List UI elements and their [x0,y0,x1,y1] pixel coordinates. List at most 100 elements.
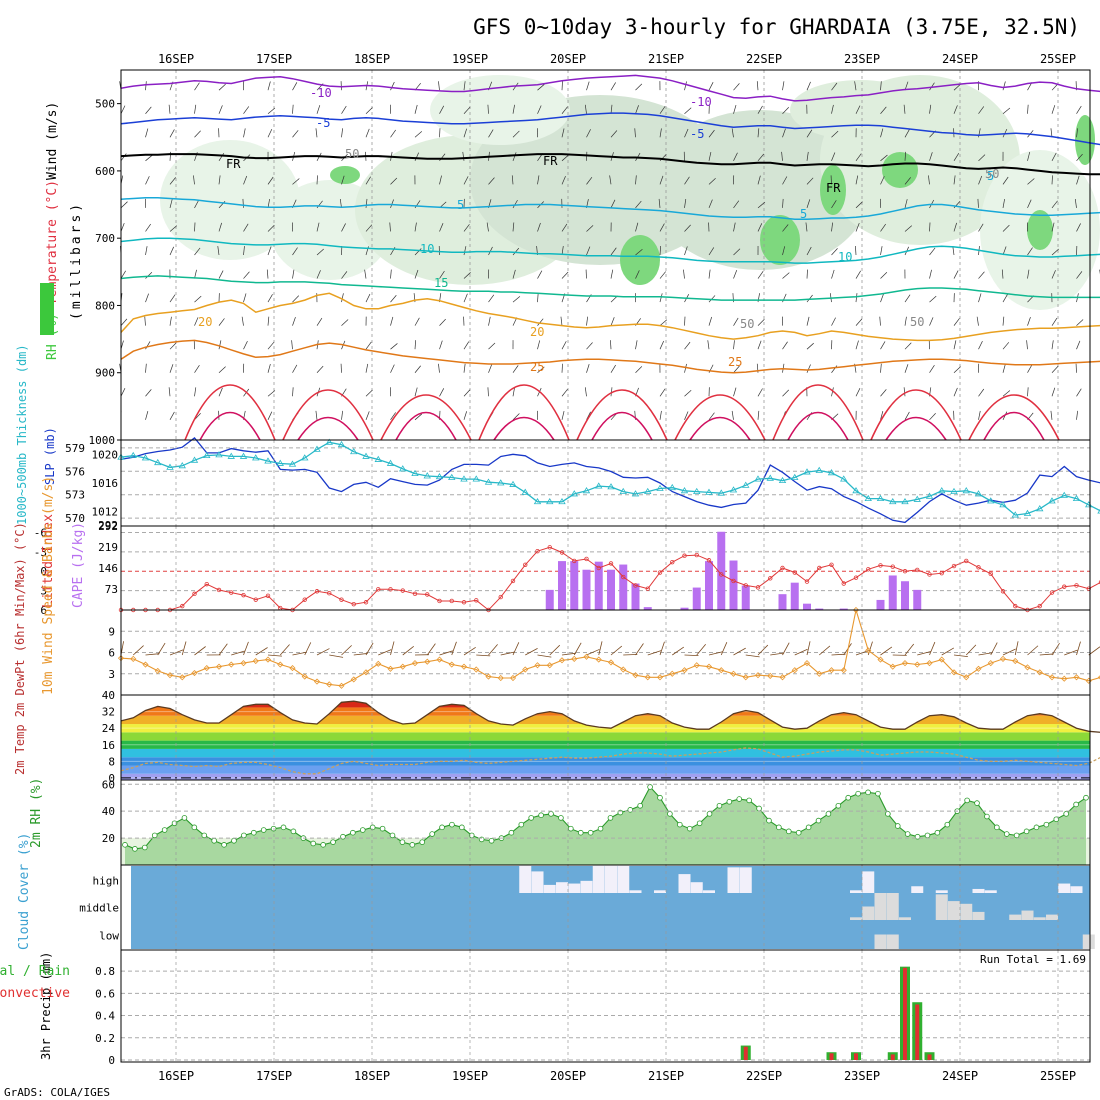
wind-barb [1076,175,1080,185]
wind10-point [950,669,958,676]
thick-ylabel: 1000~500mb Thickness (dm) [15,344,29,525]
wind-barb [757,153,765,162]
wind-barb [904,316,907,326]
wind-barb [488,129,494,138]
wind-barb [145,411,149,420]
li-point [216,587,222,593]
wind-barb [953,222,958,232]
wind-barb [537,340,541,350]
wind-barb [806,316,810,326]
thickness-point [386,459,395,466]
wind10-barb [365,642,374,656]
li-point [584,556,589,562]
wind10-point [987,660,994,667]
wind-barb [610,104,613,114]
rh2m-point [221,842,227,848]
cloud-bar-high [1058,883,1071,893]
wind-barb [341,223,346,232]
li-point [596,565,601,571]
contour-label: 15 [434,276,448,290]
wind-barb [659,340,665,350]
wind-barb [1076,319,1084,326]
wind10-point [154,667,161,674]
wind-barb [561,106,568,114]
wind-barb [561,154,569,162]
contour-label: FR [226,157,241,171]
wind-barb [488,342,496,350]
wind-barb [880,246,883,256]
wind-barb [929,152,933,161]
rh-ytick-0: 20 [102,832,115,845]
li-point [1049,590,1055,595]
wind-barb [757,410,760,420]
wind-barb [976,316,979,326]
cloud-bar-low [874,934,887,949]
li-point [339,597,344,602]
cape-ylabel: CAPE (J/kg) [71,522,86,608]
wind-barb [291,340,293,350]
wind-barb [659,271,666,279]
contour-label: 50 [910,315,924,329]
cloud-bar-high [1070,886,1083,893]
li-point [1037,603,1042,609]
wind-barb [634,128,636,138]
li-point [327,591,332,596]
wind-barb [145,293,149,303]
wind-barb [512,413,520,421]
wind-barb [978,106,985,114]
thickness-point [974,490,983,497]
wind-barb [414,152,420,161]
thickness-point [913,495,921,502]
wind-barb [1076,105,1082,114]
wind10-barb [378,649,392,656]
wind-barb [218,366,226,373]
li-point [841,581,846,586]
wind-barb [806,81,811,91]
rh2m-point [875,790,881,797]
thickness-point [239,452,248,459]
rh2m-point [1073,801,1079,808]
wind10-barb [218,643,228,656]
rh-ytick-1: 40 [102,805,115,818]
wind-barb [953,175,956,185]
cape-bar [594,561,603,610]
wind-barb [316,222,320,232]
rh2m-point [845,794,852,801]
wind10-point [999,655,1007,662]
wind-barb [463,293,468,303]
date-top-18SEP: 18SEP [354,52,390,66]
wind-barb [120,222,125,232]
cloud-bar-high [629,890,642,893]
wind-barb [855,105,861,114]
li-point [829,562,834,567]
rh2m-area [125,786,1086,865]
wind-barb [586,129,591,138]
temp-ylabel: 2m Temp 2m DewPt (6hr Min/Max) (°C) [13,522,27,775]
wind-barb [1051,222,1055,232]
slp-bottom-tick: 292 [98,519,118,532]
cape-bar [913,589,922,610]
wind-barb [903,104,906,114]
temp-contour--5 [120,112,1100,146]
wind-barb [584,104,587,114]
li-ytick-3: 3 [40,585,47,598]
precip-ylabel: 3hr Precip (mm) [39,952,53,1060]
precip-ytick-1: 0.2 [95,1032,115,1045]
wind-barb [880,176,885,185]
rh2m-point [597,825,604,832]
wind-barb [1002,107,1011,114]
rh2m-point [270,825,277,832]
date-bottom-18SEP: 18SEP [354,1069,390,1083]
wind-barb [1051,248,1059,256]
thickness-point [876,494,885,502]
li-point [817,565,822,571]
wind-barb [903,387,906,397]
wind-barb [978,410,981,420]
wind-barb [782,224,789,232]
li-point [229,590,234,595]
wind10-barb [488,644,498,656]
cloud-bar-high [580,880,593,893]
wind-barb [610,82,616,91]
rh2m-point [142,844,148,851]
rh2m-point [766,817,772,824]
